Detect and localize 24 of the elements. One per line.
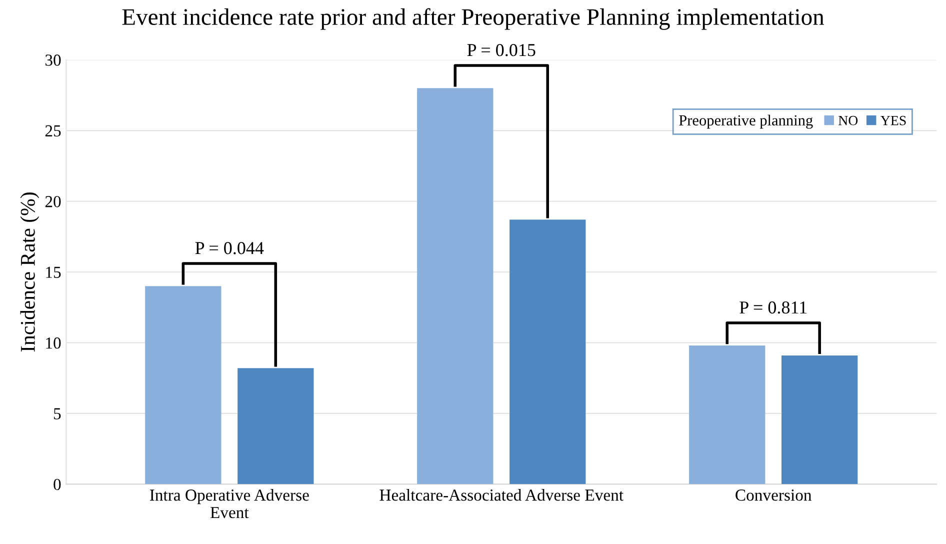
legend-title: Preoperative planning — [679, 114, 813, 129]
annotation: P = 0.811 — [740, 301, 807, 314]
legend-label: YES — [880, 116, 906, 126]
x-tick-label: Intra Operative Adverse Event — [150, 489, 309, 518]
bar — [238, 368, 314, 484]
y-tick-label: 25 — [45, 125, 61, 137]
legend-label: NO — [838, 116, 858, 126]
chart-title: Event incidence rate prior and after Preoperative Planning implementation — [122, 8, 824, 30]
annotation: P = 0.044 — [195, 242, 264, 254]
bar — [417, 88, 494, 484]
y-tick-label: 15 — [46, 266, 61, 278]
y-tick-label: 0 — [54, 478, 61, 490]
x-tick-label: Conversion — [736, 490, 812, 501]
y-tick-label: 5 — [54, 408, 61, 420]
bar — [145, 286, 222, 484]
bar — [782, 355, 858, 484]
text: P = 0.015 — [467, 44, 536, 56]
y-axis-title: Incidence Rate (%) — [20, 192, 40, 352]
x-tick-label: Healtcare-Associated Adverse Event — [380, 489, 624, 501]
y-tick-label: 10 — [46, 337, 61, 349]
bar — [689, 346, 766, 484]
bar — [510, 220, 586, 484]
y-tick-label: 30 — [45, 54, 61, 66]
y-tick-label: 20 — [45, 196, 61, 208]
